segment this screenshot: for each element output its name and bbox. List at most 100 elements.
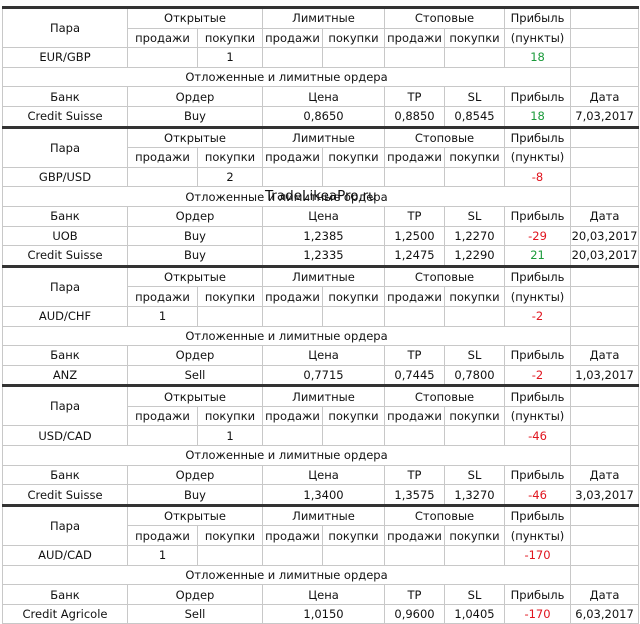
order-cell: 1,3270	[443, 484, 506, 506]
orders-header: TP	[384, 584, 445, 605]
row: Отложенные и лимитные ордера	[1, 66, 640, 88]
order-cell: 18	[504, 105, 572, 128]
empty-cell	[570, 305, 640, 327]
side-header: покупки	[197, 525, 263, 547]
orders-header: Прибыль	[504, 345, 572, 366]
order-cell: UOB	[2, 225, 128, 247]
row: AUD/CHF 1 -2	[2, 305, 640, 327]
row: Пара Открытые Лимитные Стоповые Прибыль	[2, 5, 640, 49]
units-header: (пункты)	[504, 27, 572, 49]
row: Пара Открытые Лимитные Стоповые Прибыль	[2, 503, 640, 547]
orders-header: SL	[443, 345, 506, 366]
position	[127, 425, 198, 447]
row: продажи покупки продажи покупки продажи покуп…	[3, 27, 640, 49]
empty-cell	[570, 6, 640, 29]
pair-name: USD/CAD	[2, 425, 128, 447]
side-header: продажи	[384, 27, 445, 49]
order-cell: 1,0405	[443, 603, 506, 624]
order-cell: 1,3400	[262, 484, 385, 506]
orders-header: Ордер	[127, 584, 263, 605]
section-title: Отложенные и лимитные ордера	[1, 66, 572, 88]
position	[197, 305, 263, 327]
pair-profit: 18	[504, 47, 572, 68]
order-cell: 0,7800	[443, 364, 506, 387]
order-cell: 1,2290	[443, 245, 506, 267]
side-header: продажи	[262, 405, 323, 427]
orders-header: Дата	[570, 464, 640, 486]
profit-header: Прибыль	[504, 125, 572, 149]
side-header: покупки	[197, 286, 263, 307]
empty-cell	[570, 503, 640, 527]
orders-header: Цена	[262, 464, 385, 486]
row: USD/CAD 1 -46	[2, 425, 640, 447]
empty-cell	[570, 264, 640, 288]
position	[384, 545, 445, 566]
side-header: покупки	[443, 27, 506, 49]
empty-cell	[570, 47, 640, 68]
position	[262, 545, 323, 566]
position: 1	[127, 545, 198, 566]
row: Отложенные и лимитные ордера	[1, 564, 640, 586]
section-title: Отложенные и лимитные ордера	[1, 564, 572, 586]
stop-header: Стоповые	[383, 6, 506, 29]
order-cell: Buy	[127, 225, 263, 247]
stop-header: Стоповые	[383, 503, 506, 527]
position	[443, 425, 506, 447]
pair-profit: -8	[504, 166, 572, 188]
empty-cell	[570, 147, 640, 168]
row: UOB Buy 1,2385 1,2500 1,2270 -29 20,03,2017	[2, 225, 640, 247]
side-header: покупки	[197, 147, 263, 168]
profit-header: Прибыль	[504, 384, 572, 407]
order-cell: Buy	[127, 245, 263, 267]
sheet: Пара Открытые Лимитные Стоповые Прибыль прода…	[1, 5, 640, 624]
position: 1	[197, 47, 263, 68]
row: Credit Suisse Buy 1,2335 1,2475 1,2290 21 20,0…	[2, 245, 640, 267]
side-header: продажи	[384, 525, 445, 547]
row: Credit Agricole Sell 1,0150 0,9600 1,0405 -17…	[2, 603, 640, 624]
row: GBP/USD 2 -8	[2, 166, 640, 188]
side-header: продажи	[384, 286, 445, 307]
position	[262, 47, 323, 68]
position	[322, 166, 385, 188]
order-cell: Buy	[127, 105, 263, 128]
orders-header: Банк	[2, 345, 128, 366]
position: 2	[197, 166, 263, 188]
position	[443, 545, 506, 566]
pair-name: AUD/CAD	[2, 545, 128, 566]
side-header: продажи	[262, 147, 323, 168]
side-header: продажи	[127, 147, 198, 168]
position	[197, 545, 263, 566]
row: EUR/GBP 1 18	[2, 47, 640, 68]
position	[127, 166, 198, 188]
row: Отложенные и лимитные ордера TradeLikeaPr…	[1, 186, 640, 207]
open-header: Открытые	[127, 503, 263, 527]
orders-header: Банк	[2, 205, 128, 227]
empty-cell	[570, 525, 640, 547]
row: Отложенные и лимитные ордера	[1, 325, 640, 347]
position	[384, 166, 445, 188]
row: ANZ Sell 0,7715 0,7445 0,7800 -2 1,03,2017	[2, 364, 640, 387]
side-header: продажи	[262, 27, 323, 49]
side-header: покупки	[322, 286, 385, 307]
limit-header: Лимитные	[262, 6, 385, 29]
side-header: продажи	[127, 525, 198, 547]
section-title: Отложенные и лимитные ордера TradeLikeaPr…	[1, 186, 572, 207]
orders-header: Дата	[570, 205, 640, 227]
orders-header: Дата	[570, 584, 640, 605]
order-cell: 0,7445	[384, 364, 445, 387]
order-cell: 20,03,2017	[570, 245, 640, 267]
units-header: (пункты)	[504, 147, 572, 168]
order-cell: 21	[504, 245, 572, 267]
side-header: продажи	[384, 405, 445, 427]
limit-header: Лимитные	[262, 384, 385, 407]
order-cell: -2	[504, 364, 572, 387]
orders-header: TP	[384, 345, 445, 366]
position	[322, 425, 385, 447]
pair-header: Пара	[2, 5, 128, 49]
side-header: покупки	[322, 147, 385, 168]
order-cell: 1,2335	[262, 245, 385, 267]
order-cell: 1,0150	[262, 603, 385, 624]
empty-cell	[570, 166, 640, 188]
open-header: Открытые	[127, 6, 263, 29]
units-header: (пункты)	[504, 525, 572, 547]
